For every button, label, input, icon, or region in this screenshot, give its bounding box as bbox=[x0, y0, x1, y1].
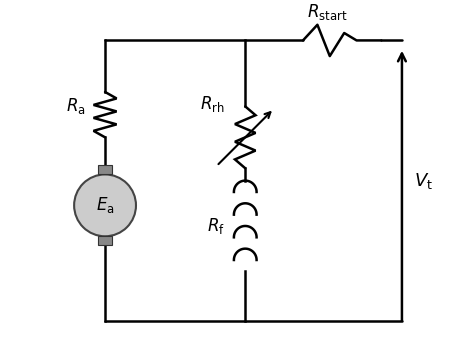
Text: $R_{\rm start}$: $R_{\rm start}$ bbox=[308, 2, 348, 22]
Bar bbox=[99, 236, 112, 245]
Bar bbox=[99, 165, 112, 174]
Text: $R_{\rm a}$: $R_{\rm a}$ bbox=[66, 96, 86, 116]
Text: $R_{\rm f}$: $R_{\rm f}$ bbox=[208, 216, 225, 236]
Text: $E_{\rm a}$: $E_{\rm a}$ bbox=[96, 195, 114, 215]
Circle shape bbox=[74, 174, 136, 236]
Text: $V_{\rm t}$: $V_{\rm t}$ bbox=[414, 171, 433, 191]
Text: $R_{\rm rh}$: $R_{\rm rh}$ bbox=[200, 94, 225, 114]
